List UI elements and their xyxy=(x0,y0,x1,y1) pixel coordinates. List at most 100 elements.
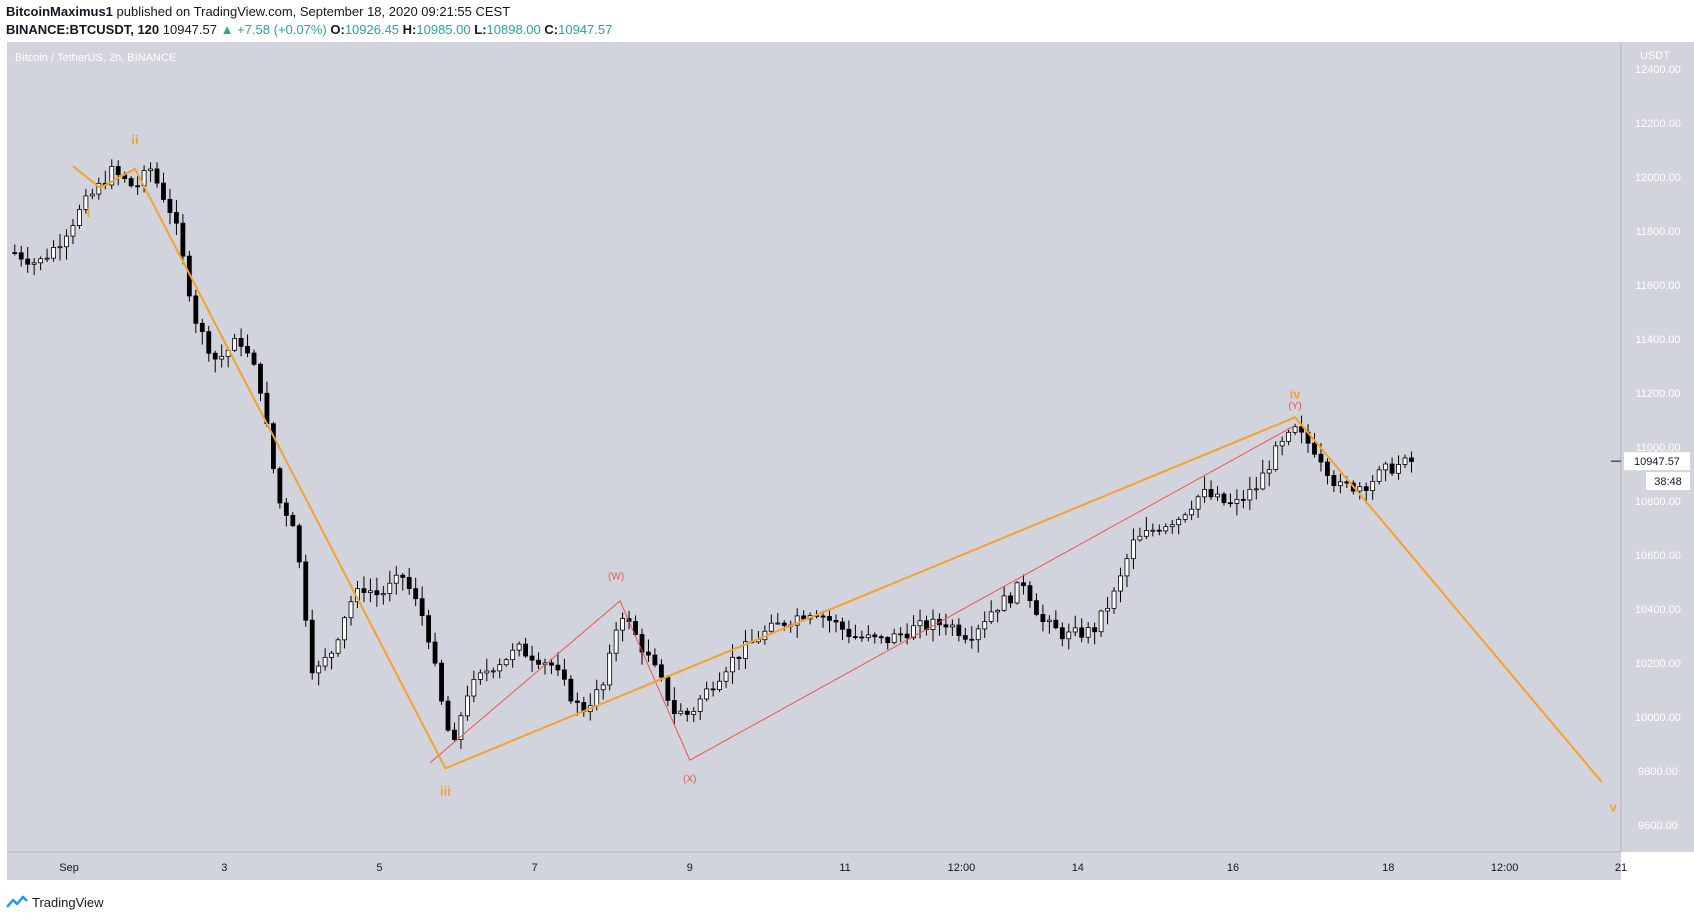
price-axis[interactable] xyxy=(1621,42,1694,852)
wave-label: ii xyxy=(131,133,138,148)
publish-line: BitcoinMaximus1 published on TradingView… xyxy=(6,4,510,19)
candle-down xyxy=(206,331,212,354)
candle-up xyxy=(982,621,988,630)
candle-down xyxy=(956,624,962,636)
candle-up xyxy=(1370,480,1376,492)
candle-up xyxy=(109,166,115,186)
candle-down xyxy=(1008,595,1013,604)
high-label: H: xyxy=(402,22,417,37)
candle-down xyxy=(846,628,852,638)
wave-label: iii xyxy=(440,783,451,798)
candle-down xyxy=(639,634,645,653)
candle-up xyxy=(1189,508,1195,516)
candle-down xyxy=(12,252,18,255)
candle-up xyxy=(497,664,503,672)
candle-down xyxy=(658,664,664,678)
candle-down xyxy=(1299,426,1304,433)
candle-up xyxy=(477,672,483,680)
candlestick-series xyxy=(12,159,1414,749)
candle-up xyxy=(464,695,470,717)
candle-up xyxy=(949,624,955,628)
candle-up xyxy=(891,633,897,644)
candle-up xyxy=(1292,426,1298,433)
countdown-box xyxy=(1646,472,1690,491)
candle-down xyxy=(296,525,302,563)
candle-down xyxy=(710,688,716,691)
x-tick-label: 9 xyxy=(687,862,693,874)
wave-orange-path xyxy=(72,165,1603,783)
candle-down xyxy=(193,295,199,324)
candle-down xyxy=(426,615,432,643)
x-tick-label: 7 xyxy=(532,862,538,874)
candle-down xyxy=(277,468,283,504)
candle-up xyxy=(89,193,95,197)
candle-down xyxy=(1053,619,1059,629)
candle-down xyxy=(251,352,257,365)
candle-up xyxy=(471,678,477,697)
candle-down xyxy=(1021,582,1026,587)
candle-up xyxy=(96,182,102,195)
candle-down xyxy=(568,678,574,702)
candle-down xyxy=(633,621,638,635)
author-name[interactable]: BitcoinMaximus1 xyxy=(6,4,113,19)
candle-up xyxy=(148,168,153,172)
candle-up xyxy=(613,629,619,654)
candle-up xyxy=(1124,558,1130,577)
candle-down xyxy=(258,363,263,394)
candle-down xyxy=(561,669,567,680)
candle-down xyxy=(665,676,671,701)
wave-red-path xyxy=(429,424,1296,764)
y-tick-label: 12000.00 xyxy=(1635,172,1681,184)
candle-up xyxy=(1383,463,1389,471)
candle-up xyxy=(730,656,735,673)
candle-down xyxy=(1325,461,1330,476)
footer-brand[interactable]: TradingView xyxy=(6,892,104,912)
candle-down xyxy=(361,588,367,593)
candle-up xyxy=(31,262,37,265)
candle-up xyxy=(516,643,522,651)
candle-up xyxy=(510,649,516,661)
candle-up xyxy=(704,688,710,700)
wave-label: iv xyxy=(1290,386,1302,401)
candle-up xyxy=(1273,445,1279,470)
candle-down xyxy=(529,655,535,661)
candle-down xyxy=(303,561,309,621)
candle-down xyxy=(18,252,24,260)
price-chart[interactable]: Bitcoin / TetherUS, 2h, BINANCE USDT 124… xyxy=(0,42,1694,918)
x-tick-label: 11 xyxy=(839,862,850,874)
candle-up xyxy=(1118,575,1123,592)
candle-up xyxy=(322,656,328,667)
candle-down xyxy=(1034,600,1039,615)
candle-up xyxy=(995,609,1001,613)
candle-up xyxy=(490,670,496,673)
candle-down xyxy=(969,638,975,641)
chart-header: BitcoinMaximus1 published on TradingView… xyxy=(0,0,1694,42)
candle-down xyxy=(1240,498,1246,501)
candle-up xyxy=(594,689,600,707)
close-value: 10947.57 xyxy=(558,22,613,37)
wave-label: (W) xyxy=(608,571,624,582)
candle-down xyxy=(128,178,134,187)
candle-down xyxy=(1331,475,1337,487)
candle-up xyxy=(1253,488,1259,491)
candle-up xyxy=(917,620,923,627)
candle-up xyxy=(1137,535,1143,541)
candle-down xyxy=(1156,529,1162,532)
candle-up xyxy=(600,684,606,691)
x-tick-label: 18 xyxy=(1382,862,1394,874)
candle-down xyxy=(684,710,690,715)
x-tick-label: 16 xyxy=(1227,862,1239,874)
candle-down xyxy=(406,577,412,590)
candle-down xyxy=(271,423,276,470)
candle-up xyxy=(83,195,89,210)
candle-down xyxy=(1221,493,1227,504)
candle-up xyxy=(1396,464,1401,474)
price-change: ▲ +7.58 (+0.07%) xyxy=(220,22,327,37)
time-axis[interactable] xyxy=(7,852,1621,880)
low-label: L: xyxy=(474,22,487,37)
plot-area[interactable] xyxy=(7,42,1621,852)
x-axis-ticks: Sep 3 5 7 9 11 12:00 14 16 18 12:00 21 xyxy=(59,862,1627,874)
wave-label: (X) xyxy=(683,774,696,785)
candle-up xyxy=(1279,440,1285,447)
